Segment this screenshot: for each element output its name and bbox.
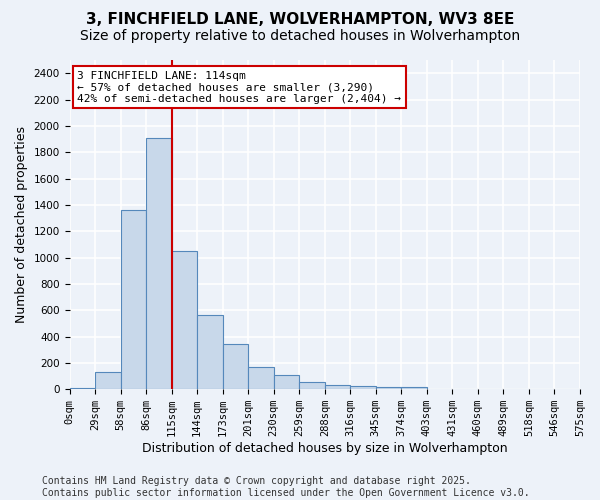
- Bar: [70, 388, 95, 389]
- Bar: [274, 376, 299, 389]
- Bar: [172, 251, 197, 389]
- Bar: [325, 384, 350, 389]
- Bar: [197, 316, 223, 389]
- Bar: [401, 387, 427, 389]
- Text: 3 FINCHFIELD LANE: 114sqm
← 57% of detached houses are smaller (3,290)
42% of se: 3 FINCHFIELD LANE: 114sqm ← 57% of detac…: [77, 70, 401, 104]
- Bar: [452, 388, 478, 389]
- Bar: [223, 344, 248, 389]
- Bar: [121, 210, 146, 389]
- Bar: [350, 386, 376, 389]
- Bar: [427, 388, 452, 389]
- Y-axis label: Number of detached properties: Number of detached properties: [15, 126, 28, 323]
- Text: 3, FINCHFIELD LANE, WOLVERHAMPTON, WV3 8EE: 3, FINCHFIELD LANE, WOLVERHAMPTON, WV3 8…: [86, 12, 514, 28]
- Text: Contains HM Land Registry data © Crown copyright and database right 2025.
Contai: Contains HM Land Registry data © Crown c…: [42, 476, 530, 498]
- X-axis label: Distribution of detached houses by size in Wolverhampton: Distribution of detached houses by size …: [142, 442, 508, 455]
- Bar: [248, 368, 274, 389]
- Text: Size of property relative to detached houses in Wolverhampton: Size of property relative to detached ho…: [80, 29, 520, 43]
- Bar: [299, 382, 325, 389]
- Bar: [376, 386, 401, 389]
- Bar: [95, 372, 121, 389]
- Bar: [146, 138, 172, 389]
